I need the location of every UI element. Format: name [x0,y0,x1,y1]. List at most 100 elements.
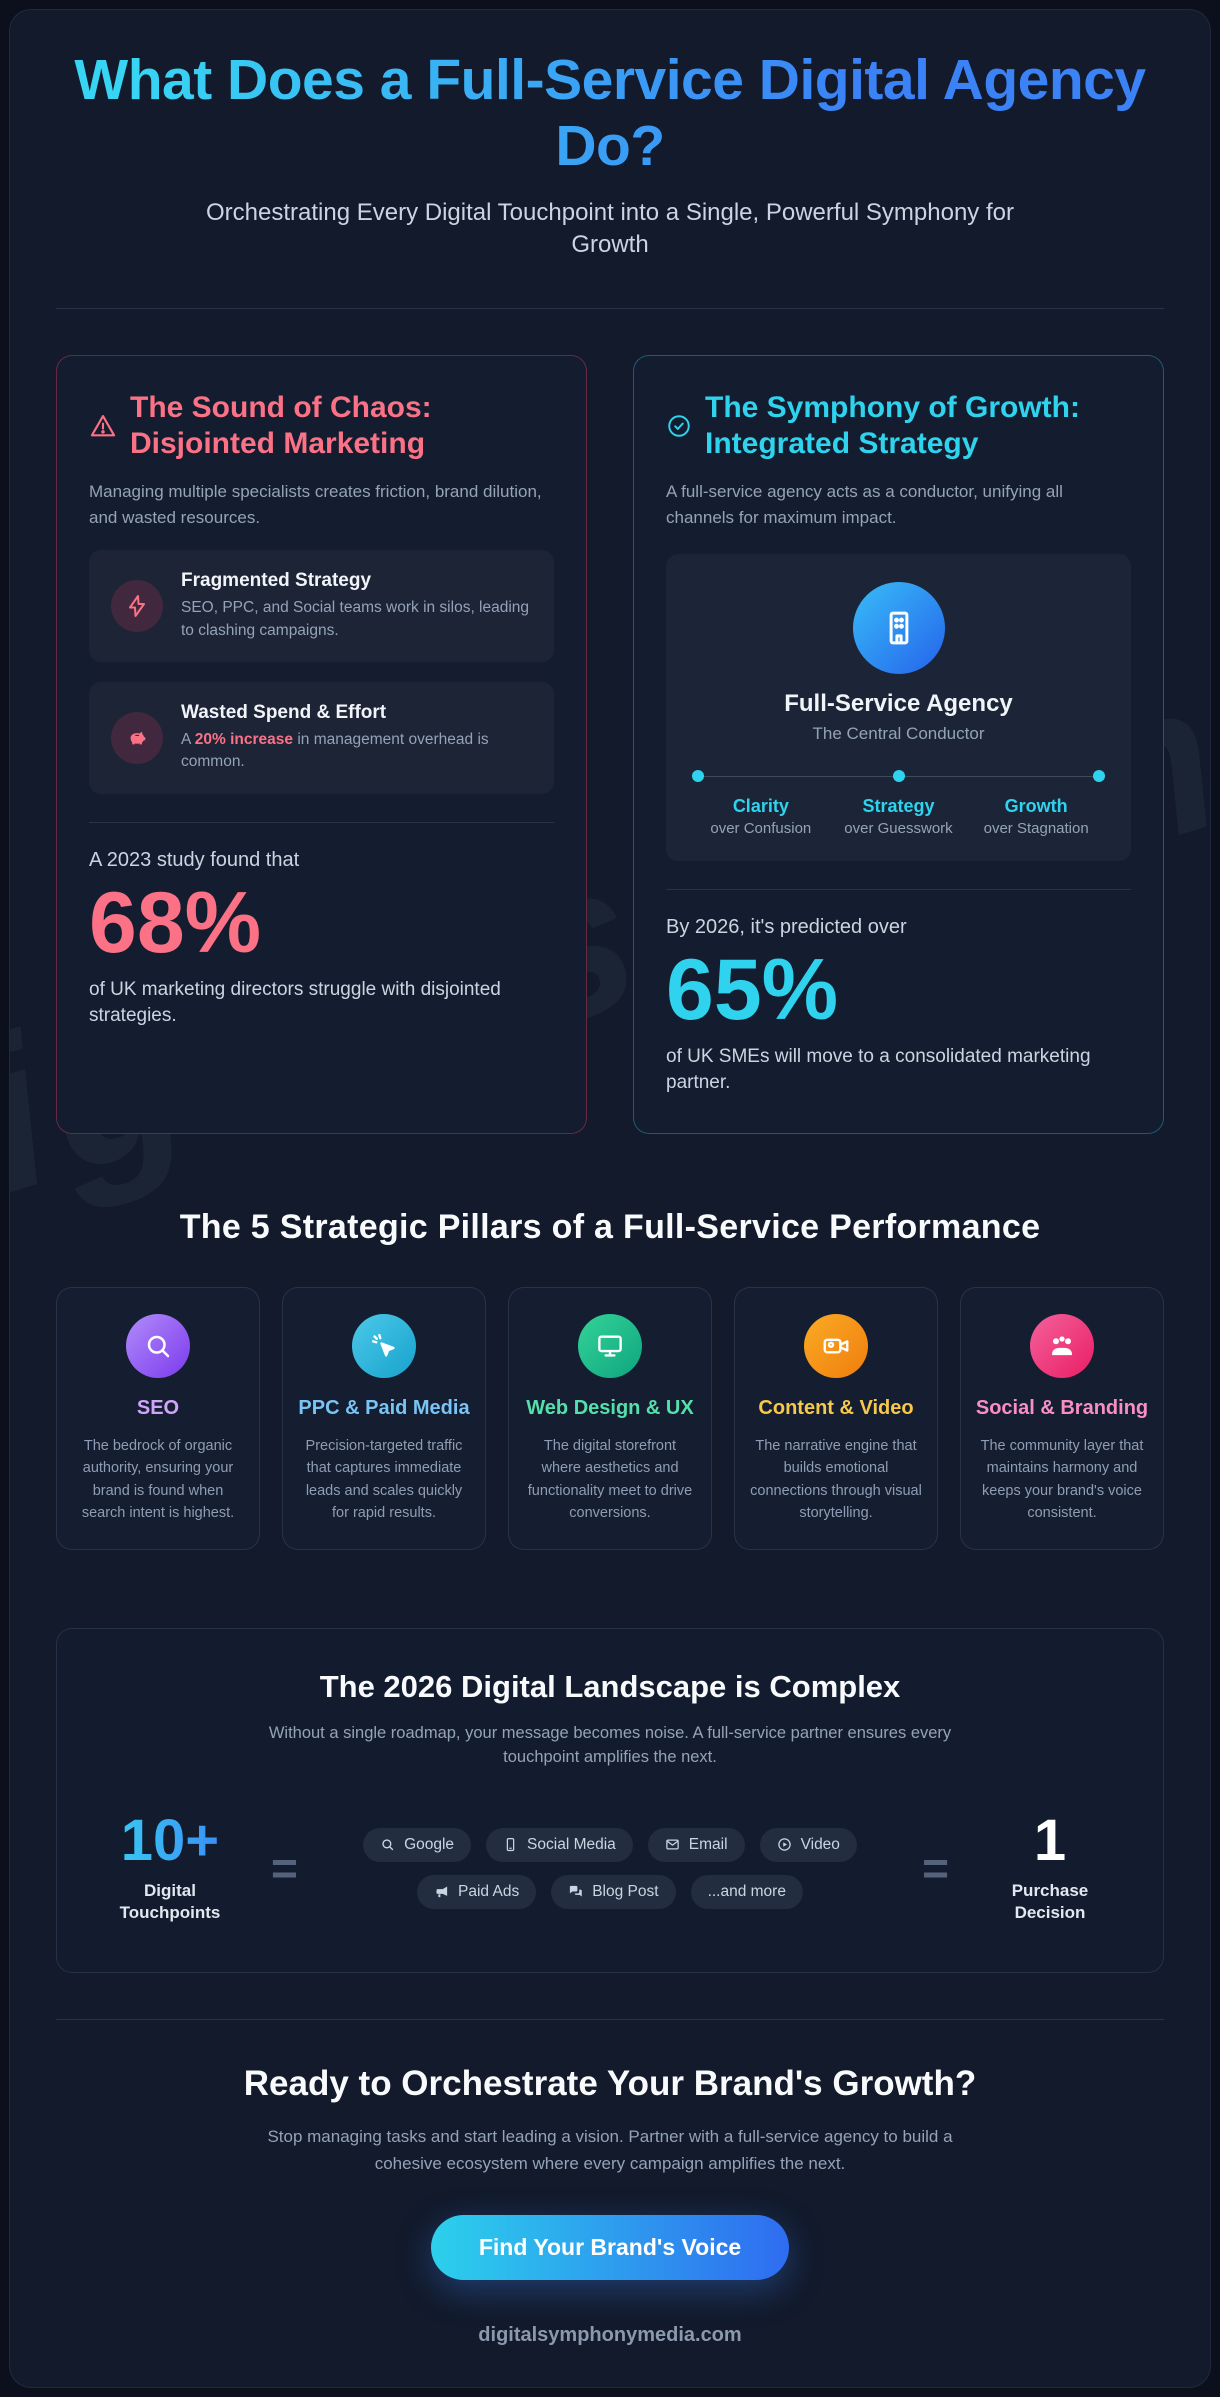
chip-social-media: Social Media [486,1827,633,1862]
pillars-heading: The 5 Strategic Pillars of a Full-Servic… [179,1207,1041,1246]
chip-video: Video [759,1827,857,1862]
chaos-stat-caption: of UK marketing directors struggle with … [89,978,501,1027]
building-icon [852,582,945,675]
page-title: What Does a Full-Service Digital Agency … [56,48,1164,179]
track-line [704,775,893,777]
symphony-stat-intro: By 2026, it's predicted over [666,916,907,939]
chip-label: Blog Post [592,1882,659,1900]
chat-bubbles-icon [569,1886,582,1897]
chaos-stat-value: 68% [89,874,262,971]
touchpoints-label: Digital Touchpoints [119,1881,221,1923]
footer-domain: digitalsymphonymedia.com [478,2324,742,2347]
pillar-title: Social & Branding [975,1396,1149,1419]
warning-triangle-icon [89,412,117,440]
chaos-stat: A 2023 study found that 68% of UK market… [89,849,554,1030]
track-dot [1093,770,1105,783]
pain-text-highlight: 20% increase [194,731,294,748]
page-subtitle: Orchestrating Every Digital Touchpoint i… [206,199,1014,259]
pillar-text: The narrative engine that builds emotion… [750,1437,922,1522]
node-label: Growth [1004,796,1068,817]
conductor-title: Full-Service Agency [784,690,1013,718]
chip-paid-ads: Paid Ads [417,1874,537,1909]
chip-label: Paid Ads [458,1882,520,1900]
touchpoints-value: 10+ [95,1812,245,1870]
chaos-card-description: Managing multiple specialists creates fr… [89,482,542,527]
node-sub: over Guesswork [844,820,953,838]
pillar-title: PPC & Paid Media [298,1396,470,1419]
pillar-card-ppc: PPC & Paid Media Precision-targeted traf… [282,1286,486,1550]
chaos-card: The Sound of Chaos: Disjointed Marketing… [56,354,587,1134]
smartphone-icon [506,1838,515,1852]
touchpoint-chips: Google Social Media Email Video [324,1827,896,1909]
symphony-stat-value: 65% [666,942,839,1039]
chaos-stat-divider [89,821,554,823]
search-icon [126,1313,190,1378]
pain-text-prefix: A [181,731,195,748]
purchase-value: 1 [1033,1808,1067,1874]
pillar-text: The community layer that maintains harmo… [980,1437,1144,1522]
piggy-bank-icon [111,711,163,764]
comparison-section: The Sound of Chaos: Disjointed Marketing… [56,354,1164,1134]
track-dot [892,770,905,783]
cta-heading: Ready to Orchestrate Your Brand's Growth… [243,2064,977,2104]
check-circle-icon [666,413,692,439]
pain-item-wasted-spend: Wasted Spend & Effort A 20% increase in … [89,682,554,794]
find-your-brands-voice-button[interactable]: Find Your Brand's Voice [430,2215,790,2281]
touchpoint-flow: 10+ Digital Touchpoints = Google Social … [95,1812,1125,1924]
node-sub: over Confusion [710,820,812,838]
conductor-node-clarity: Clarity over Confusion [692,796,830,837]
header-divider [56,307,1164,309]
chaos-stat-intro: A 2023 study found that [89,848,300,871]
play-circle-icon [777,1838,791,1852]
pillar-title: Web Design & UX [526,1396,694,1419]
conductor-subtitle: The Central Conductor [812,724,985,744]
cursor-click-icon [352,1313,416,1378]
conductor-track [692,770,1105,783]
symphony-card-description: A full-service agency acts as a conducto… [666,482,1063,527]
cta-text: Stop managing tasks and start leading a … [267,2127,953,2173]
lightning-icon [111,580,163,633]
node-sub: over Stagnation [983,820,1089,838]
pain-item-text: A 20% increase in management overhead is… [181,729,532,774]
chip-label: Google [404,1835,455,1853]
infographic-page: digitalsymphonymedia What Does a Full-Se… [9,9,1211,2389]
symphony-card: The Symphony of Growth: Integrated Strat… [633,354,1164,1134]
monitor-icon [578,1313,642,1378]
symphony-stat-divider [666,889,1131,891]
chip-label: Email [688,1835,728,1853]
landscape-panel: The 2026 Digital Landscape is Complex Wi… [56,1627,1164,1974]
chip-google: Google [363,1827,472,1862]
pain-item-text: SEO, PPC, and Social teams work in silos… [181,599,530,639]
symphony-stat-caption: of UK SMEs will move to a consolidated m… [666,1045,1091,1094]
search-icon [382,1839,394,1851]
pillar-text: The digital storefront where aesthetics … [527,1437,693,1522]
pillar-text: Precision-targeted traffic that captures… [305,1437,463,1522]
purchase-label: Purchase Decision [1011,1881,1089,1923]
symphony-card-title: The Symphony of Growth: Integrated Strat… [705,390,1080,461]
pain-item-title: Fragmented Strategy [181,570,372,592]
conductor-node-growth: Growth over Stagnation [967,796,1105,837]
chip-and-more: ...and more [690,1874,803,1909]
pillars-section: SEO The bedrock of organic authority, en… [56,1286,1164,1550]
pain-text-suffix: in management overhead is common. [181,731,489,771]
cta-section: Ready to Orchestrate Your Brand's Growth… [56,2064,1164,2281]
chip-email: Email [647,1827,745,1862]
touchpoints-stat: 10+ Digital Touchpoints [95,1812,245,1924]
pillar-card-web-design: Web Design & UX The digital storefront w… [508,1286,712,1550]
video-camera-icon [804,1313,868,1378]
landscape-heading: The 2026 Digital Landscape is Complex [319,1668,901,1704]
node-label: Clarity [732,796,789,817]
track-dot [692,770,704,783]
track-line [904,775,1093,777]
megaphone-icon [436,1886,448,1898]
pain-item-fragmented-strategy: Fragmented Strategy SEO, PPC, and Social… [89,550,554,662]
pillar-card-content-video: Content & Video The narrative engine tha… [734,1286,938,1550]
chip-label: Video [800,1835,840,1853]
node-label: Strategy [862,796,935,817]
pillar-text: The bedrock of organic authority, ensuri… [81,1437,235,1522]
mail-icon [666,1839,679,1850]
equals-sign: = [271,1842,298,1895]
chaos-card-title: The Sound of Chaos: Disjointed Marketing [130,390,432,461]
pillar-card-social-branding: Social & Branding The community layer th… [960,1286,1164,1550]
chip-label: ...and more [707,1882,786,1900]
